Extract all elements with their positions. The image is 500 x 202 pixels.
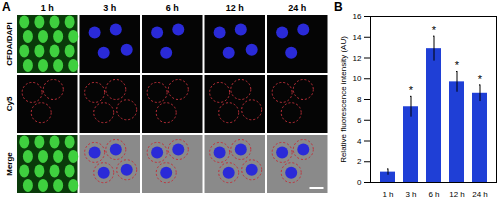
svg-text:12 h: 12 h [226, 3, 244, 13]
svg-text:4: 4 [357, 137, 362, 146]
svg-text:Cy5: Cy5 [5, 96, 14, 111]
svg-text:2: 2 [357, 157, 362, 166]
svg-text:*: * [432, 24, 437, 36]
svg-text:8: 8 [357, 95, 362, 104]
svg-text:24 h: 24 h [288, 3, 306, 13]
svg-text:0: 0 [357, 178, 362, 187]
html-text:B: B [334, 0, 343, 14]
svg-text:3 h: 3 h [103, 3, 116, 13]
svg-text:3 h: 3 h [405, 190, 416, 199]
svg-text:Relative fluorescence intensit: Relative fluorescence intensity (AU) [339, 36, 348, 163]
svg-text:6: 6 [357, 116, 362, 125]
svg-text:24 h: 24 h [472, 190, 488, 199]
svg-text:*: * [409, 84, 414, 96]
svg-text:14: 14 [353, 33, 362, 42]
svg-text:*: * [455, 59, 460, 71]
svg-text:6 h: 6 h [166, 3, 179, 13]
svg-text:16: 16 [353, 12, 362, 21]
svg-text:Merge: Merge [5, 152, 14, 176]
svg-text:10: 10 [353, 74, 362, 83]
svg-text:1 h: 1 h [382, 190, 393, 199]
svg-text:*: * [478, 72, 483, 84]
svg-text:12 h: 12 h [449, 190, 465, 199]
svg-text:12: 12 [353, 54, 362, 63]
svg-text:CFDA/DAPI: CFDA/DAPI [5, 22, 14, 66]
svg-text:A: A [2, 0, 11, 14]
svg-text:1 h: 1 h [41, 3, 54, 13]
svg-text:6 h: 6 h [428, 190, 439, 199]
